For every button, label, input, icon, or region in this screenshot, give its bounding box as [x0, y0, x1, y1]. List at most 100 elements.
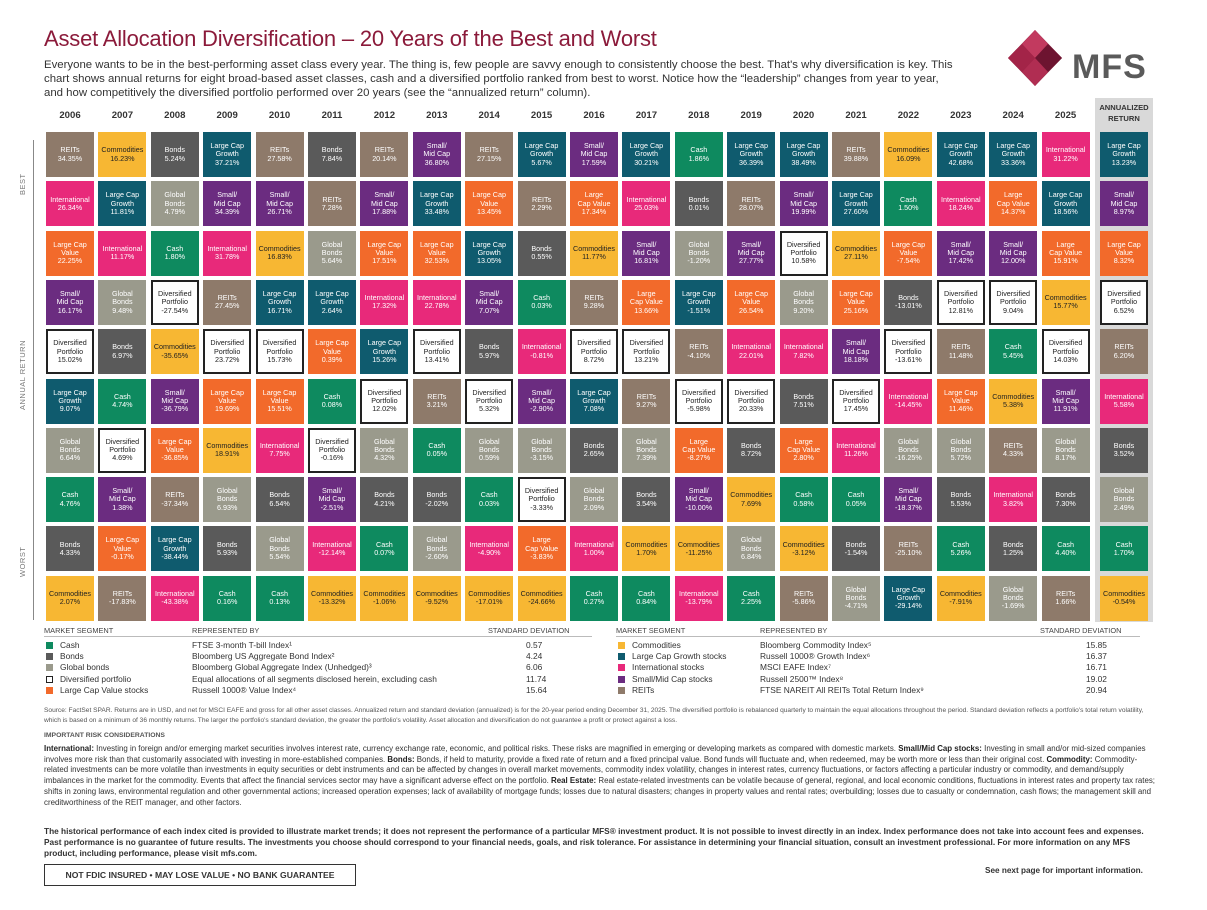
return-cell-comm: Commodities -9.52% [412, 575, 461, 621]
return-cell-intl: International 11.17% [98, 230, 147, 276]
return-value: 0.07% [374, 547, 395, 557]
return-value: 12.81% [948, 305, 973, 315]
segment-name: Commodities [1103, 588, 1145, 598]
return-cell-div: Diversified Portfolio 15.73% [255, 329, 304, 375]
return-cell-cash: Cash 4.76% [46, 477, 94, 523]
segment-name: Small/ Mid Cap [475, 288, 503, 307]
return-cell-global: Global Bonds -1.69% [989, 575, 1038, 621]
return-value: 0.01% [688, 202, 709, 212]
segment-name: Commodities [887, 145, 930, 155]
return-cell-lcv: Large Cap Value 15.51% [255, 378, 304, 424]
return-value: -11.25% [685, 547, 712, 557]
return-cell-bonds: Bonds 3.52% [1100, 427, 1148, 473]
segment-name: Large Cap Growth [1048, 190, 1083, 208]
return-value: -38.44% [161, 552, 189, 562]
segment-name: Cash [952, 539, 970, 549]
return-value: 3.52% [1113, 449, 1135, 459]
year-label: 2015 [530, 110, 553, 121]
return-value: 5.26% [950, 547, 971, 557]
segment-name: Small/ Mid Cap [1110, 190, 1138, 208]
return-value: 6.20% [1113, 350, 1135, 360]
return-cell-div: Diversified Portfolio 13.41% [412, 329, 461, 375]
return-value: 25.03% [634, 202, 659, 212]
return-value: 11.17% [110, 252, 135, 262]
segment-name: Diversified Portfolio [472, 387, 506, 405]
year-label: 2011 [321, 110, 343, 121]
segment-name: Large Cap Growth [105, 190, 140, 208]
return-value: 0.84% [636, 597, 657, 607]
segment-name: Large Cap Value [629, 288, 663, 307]
return-value: 0.16% [216, 597, 238, 607]
return-value: 26.54% [738, 305, 764, 315]
return-value: -7.91% [949, 597, 973, 607]
return-value: 17.59% [581, 157, 607, 167]
segment-name: Small/ Mid Cap [528, 387, 555, 405]
return-cell-intl: International -43.38% [150, 575, 199, 621]
return-value: -17.01% [475, 597, 503, 607]
segment-name: Diversified Portfolio [734, 387, 768, 405]
return-cell-div: Diversified Portfolio 12.02% [360, 378, 409, 424]
return-value: 1.80% [164, 252, 185, 262]
return-cell-smid: Small/ Mid Cap 1.38% [98, 477, 147, 523]
return-value: -2.02% [425, 498, 449, 508]
segment-name: Diversified Portfolio [1107, 288, 1141, 307]
segment-name: Large Cap Growth [996, 141, 1030, 159]
return-value: 26.71% [267, 206, 292, 216]
segment-name: Large Cap Growth [944, 141, 978, 159]
legend-swatch [46, 653, 53, 661]
legend-stdev: 0.57 [526, 640, 543, 650]
next-page-note: See next page for important information. [985, 866, 1143, 875]
segment-name: Cash [847, 490, 865, 500]
return-cell-bonds: Bonds 5.24% [150, 132, 199, 177]
return-value: 8.72% [740, 449, 762, 459]
return-value: 5.64% [321, 256, 343, 266]
year-label: 2022 [897, 110, 920, 121]
segment-name: International [626, 194, 667, 204]
legend-swatch [618, 664, 625, 672]
segment-name: Bonds [531, 243, 552, 253]
return-cell-global: Global Bonds 6.84% [727, 526, 776, 572]
segment-name: Global Bonds [793, 288, 814, 307]
return-cell-smid: Small/ Mid Cap -2.51% [308, 477, 356, 523]
return-value: -0.17% [111, 552, 134, 562]
segment-name: REITs [112, 588, 132, 598]
return-cell-intl: International 3.82% [989, 477, 1038, 523]
segment-name: International [888, 391, 929, 401]
segment-name: Large Cap Value [158, 436, 192, 455]
return-cell-lcg: Large Cap Growth 16.71% [255, 279, 304, 325]
segment-name: Bonds [269, 490, 290, 500]
return-value: 4.21% [374, 498, 395, 508]
return-value: 30.21% [634, 157, 659, 167]
return-cell-bonds: Bonds 6.54% [255, 477, 304, 523]
legend-stdev-header: STANDARD DEVIATION [1040, 626, 1122, 635]
return-value: 0.39% [321, 354, 343, 364]
return-value: 1.86% [688, 153, 709, 163]
return-value: 7.69% [740, 498, 762, 508]
segment-name: International [941, 194, 981, 204]
segment-name: Cash [428, 441, 446, 450]
return-cell-div: Diversified Portfolio 8.72% [570, 329, 618, 375]
return-cell-lcg: Large Cap Growth 27.60% [832, 181, 880, 227]
return-cell-smid: Small/ Mid Cap 19.99% [779, 181, 828, 227]
return-cell-smid: Small/ Mid Cap 17.59% [570, 132, 618, 177]
return-value: 2.09% [583, 502, 605, 512]
return-value: 17.34% [581, 206, 607, 216]
legend-swatch [46, 686, 53, 694]
return-cell-smid: Small/ Mid Cap 27.77% [727, 230, 776, 276]
legend-segment: Diversified portfolio [60, 673, 132, 684]
return-value: -1.06% [373, 597, 396, 607]
return-cell-bonds: Bonds 0.01% [674, 181, 723, 227]
return-value: 11.81% [110, 206, 135, 216]
return-value: -2.51% [320, 502, 344, 512]
return-value: -1.54% [844, 547, 868, 557]
return-value: 17.51% [372, 256, 397, 266]
return-cell-lcg: Large Cap Growth 30.21% [622, 132, 671, 177]
return-cell-lcv: Large Cap Value 17.34% [570, 181, 618, 227]
return-value: 6.93% [216, 502, 238, 512]
segment-name: Small/ Mid Cap [266, 190, 293, 208]
return-value: 26.34% [57, 202, 83, 212]
return-value: 22.01% [738, 350, 764, 360]
segment-name: Cash [376, 539, 393, 549]
return-cell-reits: REITs 9.27% [622, 378, 671, 424]
return-value: -4.10% [687, 350, 711, 360]
